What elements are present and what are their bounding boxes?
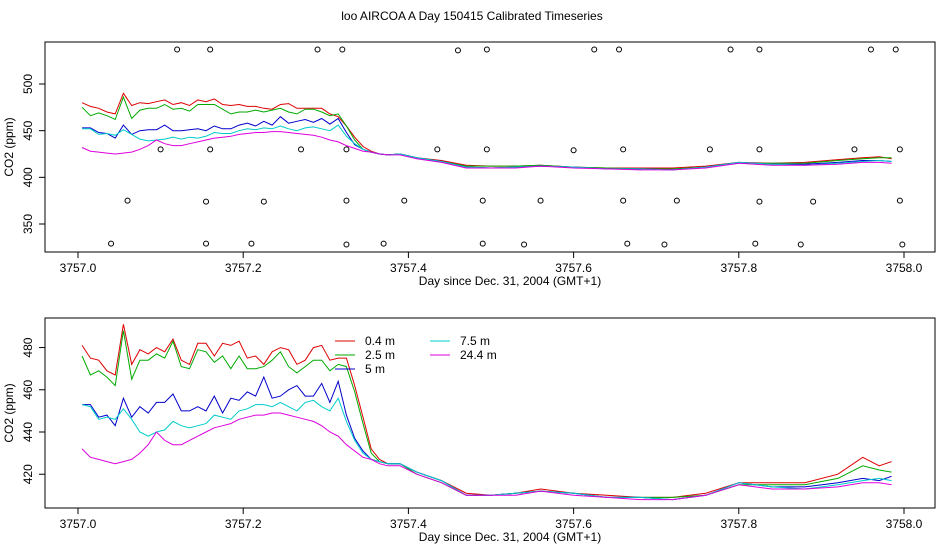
data-marker [483, 46, 490, 53]
data-marker [339, 46, 346, 53]
x-tick-label: 3758.0 [886, 517, 923, 531]
series-line-3 [81, 397, 892, 501]
y-axis-label: CO2 (ppm) [2, 383, 16, 442]
x-tick-label: 3757.4 [390, 261, 427, 275]
data-marker [401, 197, 408, 204]
data-marker [896, 146, 903, 153]
data-marker [343, 197, 350, 204]
plot-frame [44, 41, 936, 253]
legend-label-3: 7.5 m [460, 334, 490, 348]
data-marker [479, 197, 486, 204]
data-marker [174, 46, 181, 53]
data-marker [537, 197, 544, 204]
legend-label-2: 5 m [365, 362, 385, 376]
data-marker [343, 146, 350, 153]
data-marker [260, 198, 267, 205]
data-marker [892, 46, 899, 53]
x-tick-label: 3757.0 [60, 261, 97, 275]
series-line-4 [81, 131, 892, 171]
series-line-3 [82, 124, 892, 171]
y-tick-label: 350 [21, 214, 35, 234]
x-tick-label: 3758.0 [886, 261, 923, 275]
legend-label-0: 0.4 m [365, 334, 395, 348]
data-marker [624, 240, 631, 247]
x-tick-label: 3757.2 [225, 517, 262, 531]
data-marker [727, 46, 734, 53]
data-marker [661, 241, 668, 248]
data-marker [756, 198, 763, 205]
x-tick-label: 3757.0 [60, 517, 97, 531]
data-marker [479, 240, 486, 247]
y-tick-label: 440 [21, 422, 35, 442]
x-axis-label: Day since Dec. 31, 2004 (GMT+1) [419, 530, 601, 544]
y-tick-label: 400 [21, 167, 35, 187]
data-marker [207, 146, 214, 153]
data-marker [207, 46, 214, 53]
data-marker [483, 146, 490, 153]
data-marker [343, 241, 350, 248]
series-line-0 [81, 92, 892, 169]
series-line-0 [81, 324, 892, 498]
data-marker [851, 146, 858, 153]
data-marker [124, 197, 131, 204]
data-marker [157, 146, 164, 153]
y-tick-label: 480 [21, 337, 35, 357]
legend-label-1: 2.5 m [365, 348, 395, 362]
data-marker [756, 46, 763, 53]
x-tick-label: 3757.8 [720, 517, 757, 531]
x-axis-label: Day since Dec. 31, 2004 (GMT+1) [419, 274, 601, 288]
data-marker [810, 198, 817, 205]
x-tick-label: 3757.4 [390, 517, 427, 531]
data-marker [867, 46, 874, 53]
y-tick-label: 500 [21, 74, 35, 94]
data-marker [591, 46, 598, 53]
y-tick-label: 420 [21, 464, 35, 484]
bottom-chart-panel: 3757.0 3757.2 3757.4 3757.6 3757.8 3758.0 420 4… [2, 317, 936, 544]
y-tick-label: 460 [21, 379, 35, 399]
data-marker [298, 146, 305, 153]
data-marker [108, 240, 115, 247]
data-marker [616, 46, 623, 53]
data-marker [248, 240, 255, 247]
data-marker [454, 47, 461, 54]
data-marker [521, 241, 528, 248]
data-marker [752, 240, 759, 247]
y-axis-label: CO2 (ppm) [2, 117, 16, 176]
series-line-4 [81, 412, 892, 501]
x-tick-label: 3757.6 [555, 517, 592, 531]
x-tick-label: 3757.2 [225, 261, 262, 275]
figure-title: loo AIRCOA A Day 150415 Calibrated Times… [341, 9, 602, 23]
series-line-2 [82, 375, 892, 501]
data-marker [706, 146, 713, 153]
data-marker [380, 240, 387, 247]
data-marker [899, 241, 906, 248]
data-marker [756, 146, 763, 153]
data-marker [314, 46, 321, 53]
legend-label-4: 24.4 m [460, 348, 497, 362]
data-marker [620, 197, 627, 204]
data-marker [203, 240, 210, 247]
top-chart-panel: 3757.0 3757.2 3757.4 3757.6 3757.8 3758.0 350 4… [2, 41, 936, 288]
data-marker [434, 146, 441, 153]
plot-frame [44, 317, 936, 509]
series-line-2 [82, 116, 892, 171]
data-marker [673, 197, 680, 204]
y-tick-label: 450 [21, 120, 35, 140]
series-line-1 [81, 95, 892, 170]
data-marker [797, 241, 804, 248]
data-marker [896, 197, 903, 204]
x-tick-label: 3757.8 [720, 261, 757, 275]
data-marker [620, 146, 627, 153]
x-tick-label: 3757.6 [555, 261, 592, 275]
data-marker [570, 147, 577, 154]
data-marker [203, 198, 210, 205]
